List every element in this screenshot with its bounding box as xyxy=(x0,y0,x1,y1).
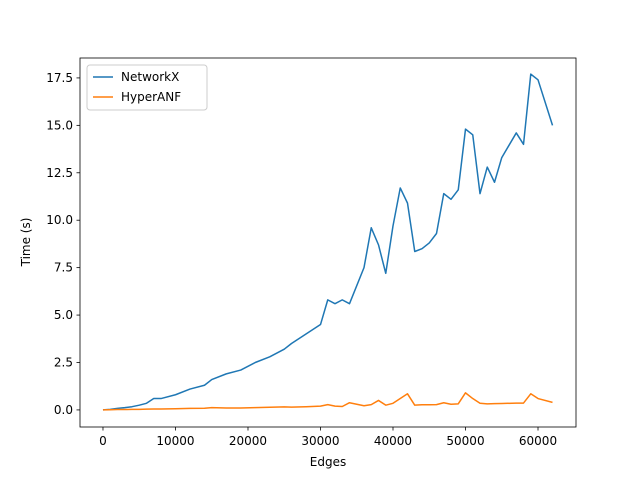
x-tick-label: 40000 xyxy=(374,434,412,448)
y-tick-label: 7.5 xyxy=(54,261,73,275)
y-tick-label: 10.0 xyxy=(46,213,73,227)
series-line xyxy=(102,392,553,411)
x-tick-label: 0 xyxy=(99,434,107,448)
y-tick-label: 12.5 xyxy=(46,166,73,180)
x-tick-label: 50000 xyxy=(446,434,484,448)
x-tick-label: 30000 xyxy=(301,434,339,448)
legend-box xyxy=(86,64,208,111)
x-tick-label: 20000 xyxy=(229,434,267,448)
y-tick-label: 5.0 xyxy=(54,308,73,322)
y-axis-label: Time (s) xyxy=(19,218,33,268)
series-line xyxy=(102,73,554,411)
axes-frame xyxy=(79,57,577,428)
legend-label: NetworkX xyxy=(121,70,179,84)
y-tick-label: 17.5 xyxy=(46,71,73,85)
y-tick-label: 2.5 xyxy=(54,355,73,369)
x-axis-label: Edges xyxy=(310,455,346,469)
legend-label: HyperANF xyxy=(121,90,181,104)
y-tick-label: 15.0 xyxy=(46,118,73,132)
x-tick-label: 10000 xyxy=(156,434,194,448)
x-tick-label: 60000 xyxy=(519,434,557,448)
plot-area xyxy=(80,58,576,427)
y-tick-label: 0.0 xyxy=(54,403,73,417)
